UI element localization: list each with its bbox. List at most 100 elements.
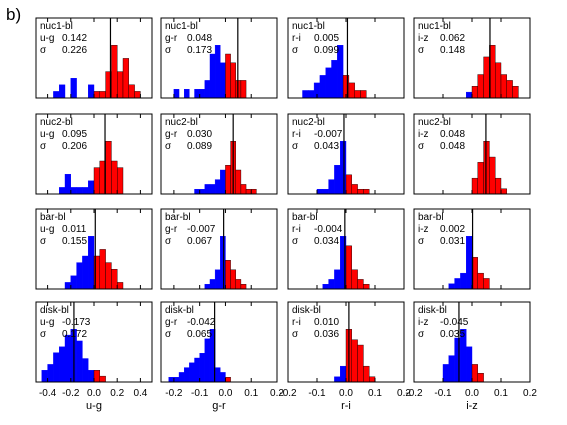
panel-nuc1-bl-r-i: nuc1-blr-i 0.005 σ 0.099 [287,17,405,99]
x-tick-label: 0.4 [133,388,147,399]
panel-row-label: nuc1-bl [165,21,198,32]
histogram-bar [204,284,211,290]
x-axis-label: r-i [341,400,351,412]
histogram-bar [189,362,195,383]
median-value-label: 0.048 [440,129,465,140]
histogram-bar [64,334,72,383]
x-tick-label: -0.1 [191,388,209,399]
color-label: g-r [165,224,178,235]
histogram-bar [357,188,364,195]
median-value-label: 0.010 [314,317,339,328]
histogram-bar [235,279,242,290]
histogram-bar [495,62,502,99]
histogram-bar [64,282,72,290]
histogram-bar [70,77,77,99]
histogram-bar [53,352,60,383]
histogram-bar [214,45,221,99]
histogram-bar [209,184,216,195]
panel-bar-bl-i-z: bar-bli-z 0.002 σ 0.031 [413,208,531,290]
median-value-label: -0.007 [314,129,343,140]
sigma-value-label: 0.035 [440,329,465,340]
sigma-value-label: 0.048 [440,141,465,152]
histogram-bar [489,156,496,195]
histogram-bar [345,174,353,195]
histogram-bar [122,58,130,99]
sigma-value-label: 0.067 [187,236,212,247]
x-tick-label: 0.2 [523,388,537,399]
histogram-bar [466,346,473,383]
histogram-bar [70,187,77,195]
x-tick-label: 0.2 [397,388,411,399]
x-tick-label: 0.0 [339,388,353,399]
histogram-bar [448,355,455,383]
color-label: u-g [40,33,54,44]
sigma-value-label: 0.099 [314,45,339,56]
histogram-bar [319,75,326,99]
sigma-symbol: σ [40,45,47,56]
x-tick-label: -0.2 [62,388,80,399]
histogram-bar [240,80,247,99]
x-tick-label: -0.2 [405,388,423,399]
histogram-bar [340,365,347,383]
sigma-symbol: σ [40,329,47,340]
histogram-bar [116,167,124,195]
histogram-bar [500,188,508,195]
histogram-bar [204,184,211,195]
histogram-bar [471,86,479,99]
median-value-label: 0.142 [62,33,87,44]
panel-nuc1-bl-i-z: nuc1-bli-z 0.062 σ 0.148 [413,17,531,99]
histogram-bar [99,249,106,290]
histogram-bar [82,255,89,290]
median-value-label: 0.062 [440,33,465,44]
histogram-bar [363,284,370,290]
histogram-bar [225,53,231,99]
histogram-bar [500,74,508,99]
histogram-bar [183,88,190,99]
median-value-label: -0.173 [62,317,91,328]
color-label: g-r [165,129,178,140]
median-value-label: -0.007 [187,224,216,235]
histogram-bar [59,84,66,99]
histogram-bar [220,372,226,383]
x-axis-label: u-g [86,400,102,412]
histogram-bar [134,91,141,99]
histogram-bar [225,164,231,195]
histogram-bar [99,91,106,99]
histogram-bar [199,353,206,383]
histogram-bar [230,62,236,99]
sigma-symbol: σ [292,329,299,340]
histogram-bar [235,169,242,195]
histogram-bar [471,177,479,195]
histogram-bar [93,167,101,195]
histogram-bar [334,164,341,195]
histogram-bar [214,179,221,195]
histogram-bar [328,279,335,290]
color-label: g-r [165,33,178,44]
histogram-bar [116,282,124,290]
color-label: r-i [292,224,301,235]
histogram-bar [194,88,200,99]
histogram-bar [322,188,329,195]
panel-frame [160,301,278,383]
sigma-symbol: σ [292,45,299,56]
panel-row-label: bar-bl [418,212,444,223]
color-label: i-z [418,33,429,44]
histogram-bar [354,90,361,99]
histogram-bar [357,279,364,290]
histogram-bar [99,375,106,383]
histogram-bar [308,90,315,99]
x-tick-label: 0.1 [244,388,258,399]
histogram-bar [178,372,185,383]
histogram-bar [322,284,329,290]
histogram-bar [460,272,467,290]
histogram-bar [495,177,502,195]
histogram-bar [442,364,450,383]
histogram-bar [199,88,206,99]
median-value-label: -0.045 [440,317,469,328]
histogram-bar [360,90,367,99]
sigma-symbol: σ [165,236,172,247]
histogram-bar [351,339,358,383]
x-tick-label: 0.2 [110,388,124,399]
histogram-bar [87,235,95,290]
histogram-bar [173,88,180,99]
